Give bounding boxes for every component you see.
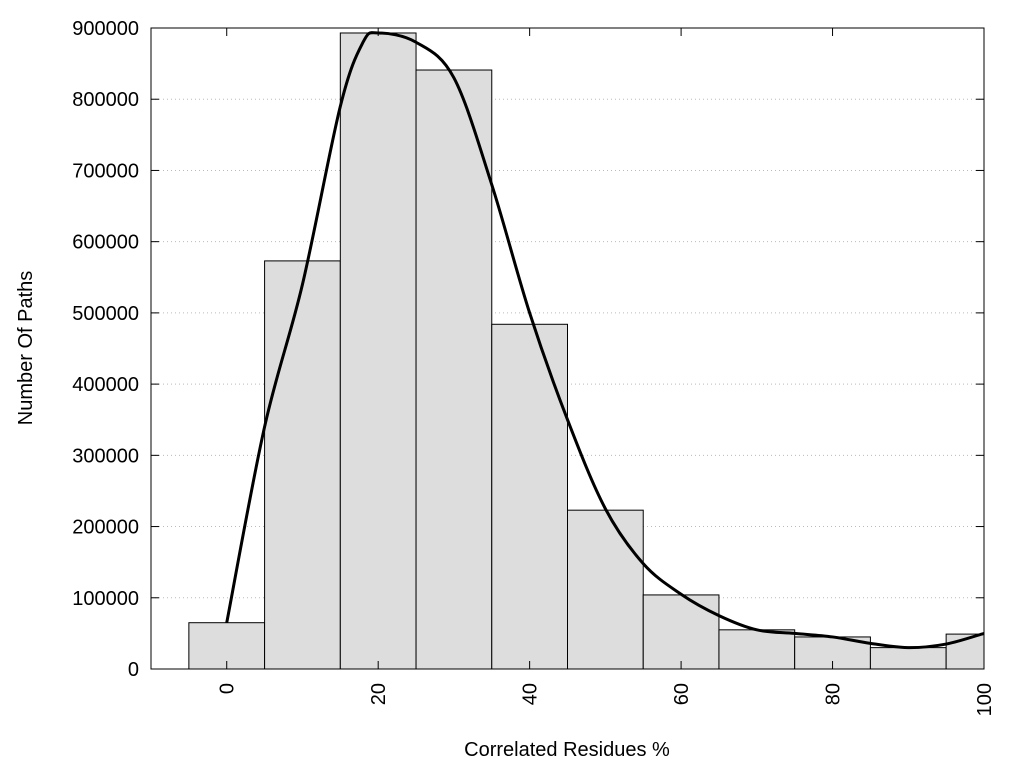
y-tick-label: 100000 — [72, 588, 139, 610]
bar-90 — [869, 647, 947, 670]
bar-60 — [642, 594, 720, 670]
y-tick-label: 200000 — [72, 517, 139, 539]
y-axis-label: Number Of Paths — [15, 271, 37, 426]
y-tick-label: 600000 — [72, 232, 139, 254]
y-tick-label: 800000 — [72, 89, 139, 111]
plot-frame — [150, 27, 985, 670]
bar-40 — [491, 323, 569, 670]
bar-20 — [339, 32, 417, 670]
y-tick-label: 300000 — [72, 445, 139, 467]
y-tick-label: 500000 — [72, 303, 139, 325]
x-tick-label: 60 — [671, 683, 693, 705]
bar-70 — [718, 629, 796, 670]
x-tick-label: 40 — [520, 683, 542, 705]
y-tick-label: 900000 — [72, 18, 139, 40]
x-tick-label: 0 — [217, 683, 239, 694]
bars — [188, 32, 985, 670]
x-axis-label: Correlated Residues % — [464, 739, 670, 761]
bar-50 — [567, 509, 644, 670]
y-tick-label: 700000 — [72, 160, 139, 182]
y-axis-ticks: 0 100000 200000 300000 400000 500000 600000 700… — [72, 18, 984, 681]
y-tick-label: 400000 — [72, 374, 139, 396]
x-tick-label: 100 — [974, 683, 996, 716]
bar-10 — [264, 260, 341, 670]
density-curve — [225, 31, 985, 650]
y-tick-label: 0 — [128, 659, 139, 681]
x-tick-label: 20 — [368, 683, 390, 705]
bar-30 — [415, 69, 493, 670]
x-axis-ticks: 0 20 40 60 80 100 — [217, 28, 996, 716]
x-tick-label: 80 — [823, 683, 845, 705]
